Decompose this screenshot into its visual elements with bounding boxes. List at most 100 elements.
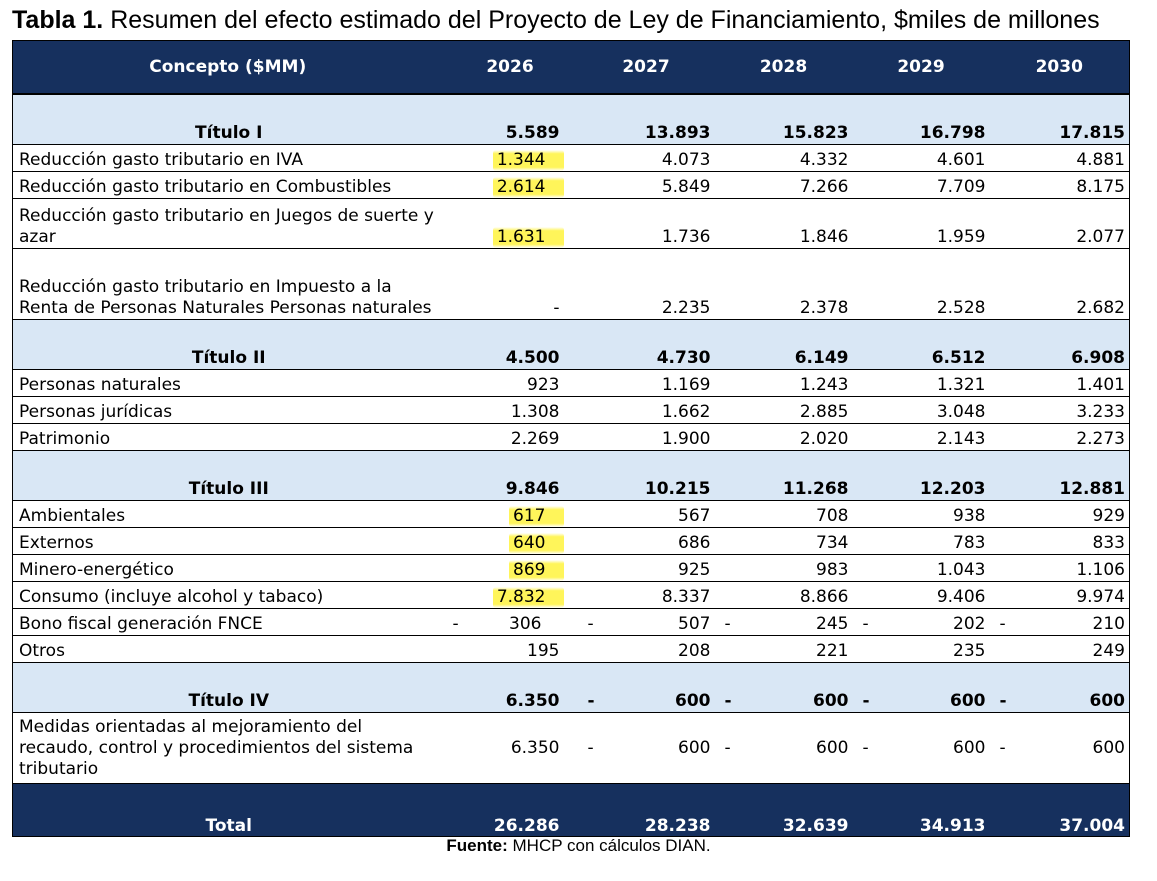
cell-value: 938 xyxy=(852,500,990,528)
sign-marker: - xyxy=(862,614,869,634)
cell-value: 9.974 xyxy=(989,581,1130,609)
cell-value: 2.378 xyxy=(714,248,853,320)
total-value: 28.238 xyxy=(577,783,715,837)
cell-value: 833 xyxy=(989,527,1130,555)
section-title: Título III xyxy=(12,450,443,501)
cell-value: 3.233 xyxy=(989,396,1130,424)
section-total: 13.893 xyxy=(577,94,715,145)
total-value: 34.913 xyxy=(852,783,990,837)
header-year: 2026 xyxy=(442,40,578,95)
section-total: 12.203 xyxy=(852,450,990,501)
table-row: Externos 640 686 734 783 833 xyxy=(12,527,1130,555)
section-total: 600 xyxy=(1089,691,1126,711)
cell-value: 7.709 xyxy=(852,171,990,199)
highlighted-value: 640 xyxy=(509,533,564,554)
cell-value: 4.073 xyxy=(577,144,715,172)
cell-value: 600 xyxy=(816,737,849,758)
cell-value: 783 xyxy=(852,527,990,555)
table-row: Reducción gasto tributario en Impuesto a… xyxy=(12,248,1130,320)
cell-value: 6.350 xyxy=(442,712,578,784)
sign-marker: - xyxy=(587,737,594,758)
cell-value: 8.866 xyxy=(714,581,853,609)
cell-value: 7.266 xyxy=(714,171,853,199)
cell-value: 2.143 xyxy=(852,423,990,451)
section-total: 4.500 xyxy=(442,319,578,370)
section-row-titulo-ii: Título II 4.500 4.730 6.149 6.512 6.908 xyxy=(12,319,1130,370)
source-note: Fuente: MHCP con cálculos DIAN. xyxy=(0,836,1157,856)
cell-value: 1.169 xyxy=(577,369,715,397)
sign-marker: - xyxy=(724,737,731,758)
cell-value: 507 xyxy=(678,614,711,634)
section-total: 15.823 xyxy=(714,94,853,145)
table-row: Patrimonio 2.269 1.900 2.020 2.143 2.273 xyxy=(12,423,1130,451)
row-label: Bono fiscal generación FNCE xyxy=(12,608,443,636)
cell-value: 1.900 xyxy=(577,423,715,451)
cell-value: 708 xyxy=(714,500,853,528)
caption-label: Tabla 1. xyxy=(12,6,104,34)
cell-value: 9.406 xyxy=(852,581,990,609)
summary-table: Concepto ($MM) 2026 2027 2028 2029 2030 … xyxy=(12,40,1130,837)
section-total: 600 xyxy=(813,691,849,711)
section-row-titulo-iv: Título IV 6.350 -600 -600 -600 -600 xyxy=(12,662,1130,713)
table-row: Medidas orientadas al mejoramiento del r… xyxy=(12,712,1130,784)
header-year: 2030 xyxy=(989,40,1130,95)
table-row: Consumo (incluye alcohol y tabaco) 7.832… xyxy=(12,581,1130,609)
sign-marker: - xyxy=(999,691,1007,711)
table-row: Personas naturales 923 1.169 1.243 1.321… xyxy=(12,369,1130,397)
row-label: Minero-energético xyxy=(12,554,443,582)
sign-marker: - xyxy=(862,691,870,711)
cell-value: 600 xyxy=(678,737,711,758)
highlighted-value: 2.614 xyxy=(492,177,564,198)
cell-value: 2.273 xyxy=(989,423,1130,451)
row-label: Reducción gasto tributario en Juegos de … xyxy=(12,198,443,249)
cell-value: 210 xyxy=(1092,614,1125,634)
source-text: MHCP con cálculos DIAN. xyxy=(512,836,711,855)
highlighted-value: 1.631 xyxy=(492,227,564,248)
row-label: Medidas orientadas al mejoramiento del r… xyxy=(12,712,443,784)
cell-value: 1.662 xyxy=(577,396,715,424)
cell-value: 2.682 xyxy=(989,248,1130,320)
sign-marker: - xyxy=(452,614,459,634)
section-total: 10.215 xyxy=(577,450,715,501)
total-row: Total 26.286 28.238 32.639 34.913 37.004 xyxy=(12,783,1130,837)
table-row: Minero-energético 869 925 983 1.043 1.10… xyxy=(12,554,1130,582)
cell-value: 306 xyxy=(509,614,542,634)
cell-value: 1.321 xyxy=(852,369,990,397)
cell-value: 1.243 xyxy=(714,369,853,397)
header-concept: Concepto ($MM) xyxy=(12,40,443,95)
section-row-titulo-i: Título I 5.589 13.893 15.823 16.798 17.8… xyxy=(12,94,1130,145)
table-caption: Tabla 1. Resumen del efecto estimado del… xyxy=(12,6,1100,35)
section-total: 12.881 xyxy=(989,450,1130,501)
cell-value: 734 xyxy=(714,527,853,555)
highlighted-value: 869 xyxy=(509,560,564,581)
cell-value: 1.308 xyxy=(442,396,578,424)
cell-value: 1.846 xyxy=(714,198,853,249)
cell-value: - xyxy=(442,248,578,320)
cell-value: 235 xyxy=(852,635,990,663)
section-title: Título IV xyxy=(12,662,443,713)
sign-marker: - xyxy=(724,614,731,634)
section-total: 16.798 xyxy=(852,94,990,145)
section-total: 9.846 xyxy=(442,450,578,501)
table-row: Otros 195 208 221 235 249 xyxy=(12,635,1130,663)
row-label: Patrimonio xyxy=(12,423,443,451)
cell-value: 8.337 xyxy=(577,581,715,609)
row-label: Reducción gasto tributario en Impuesto a… xyxy=(12,248,443,320)
total-value: 37.004 xyxy=(989,783,1130,837)
section-total: 11.268 xyxy=(714,450,853,501)
cell-value: 2.269 xyxy=(442,423,578,451)
cell-value: 208 xyxy=(577,635,715,663)
section-total: 5.589 xyxy=(442,94,578,145)
sign-marker: - xyxy=(862,737,869,758)
row-label: Ambientales xyxy=(12,500,443,528)
table-row: Reducción gasto tributario en Juegos de … xyxy=(12,198,1130,249)
cell-value: 2.235 xyxy=(577,248,715,320)
cell-value: 567 xyxy=(577,500,715,528)
sign-marker: - xyxy=(587,614,594,634)
cell-value: 1.043 xyxy=(852,554,990,582)
cell-value: 1.106 xyxy=(989,554,1130,582)
cell-value: 3.048 xyxy=(852,396,990,424)
section-total: 600 xyxy=(675,691,711,711)
cell-value: 202 xyxy=(953,614,986,634)
cell-value: 2.885 xyxy=(714,396,853,424)
